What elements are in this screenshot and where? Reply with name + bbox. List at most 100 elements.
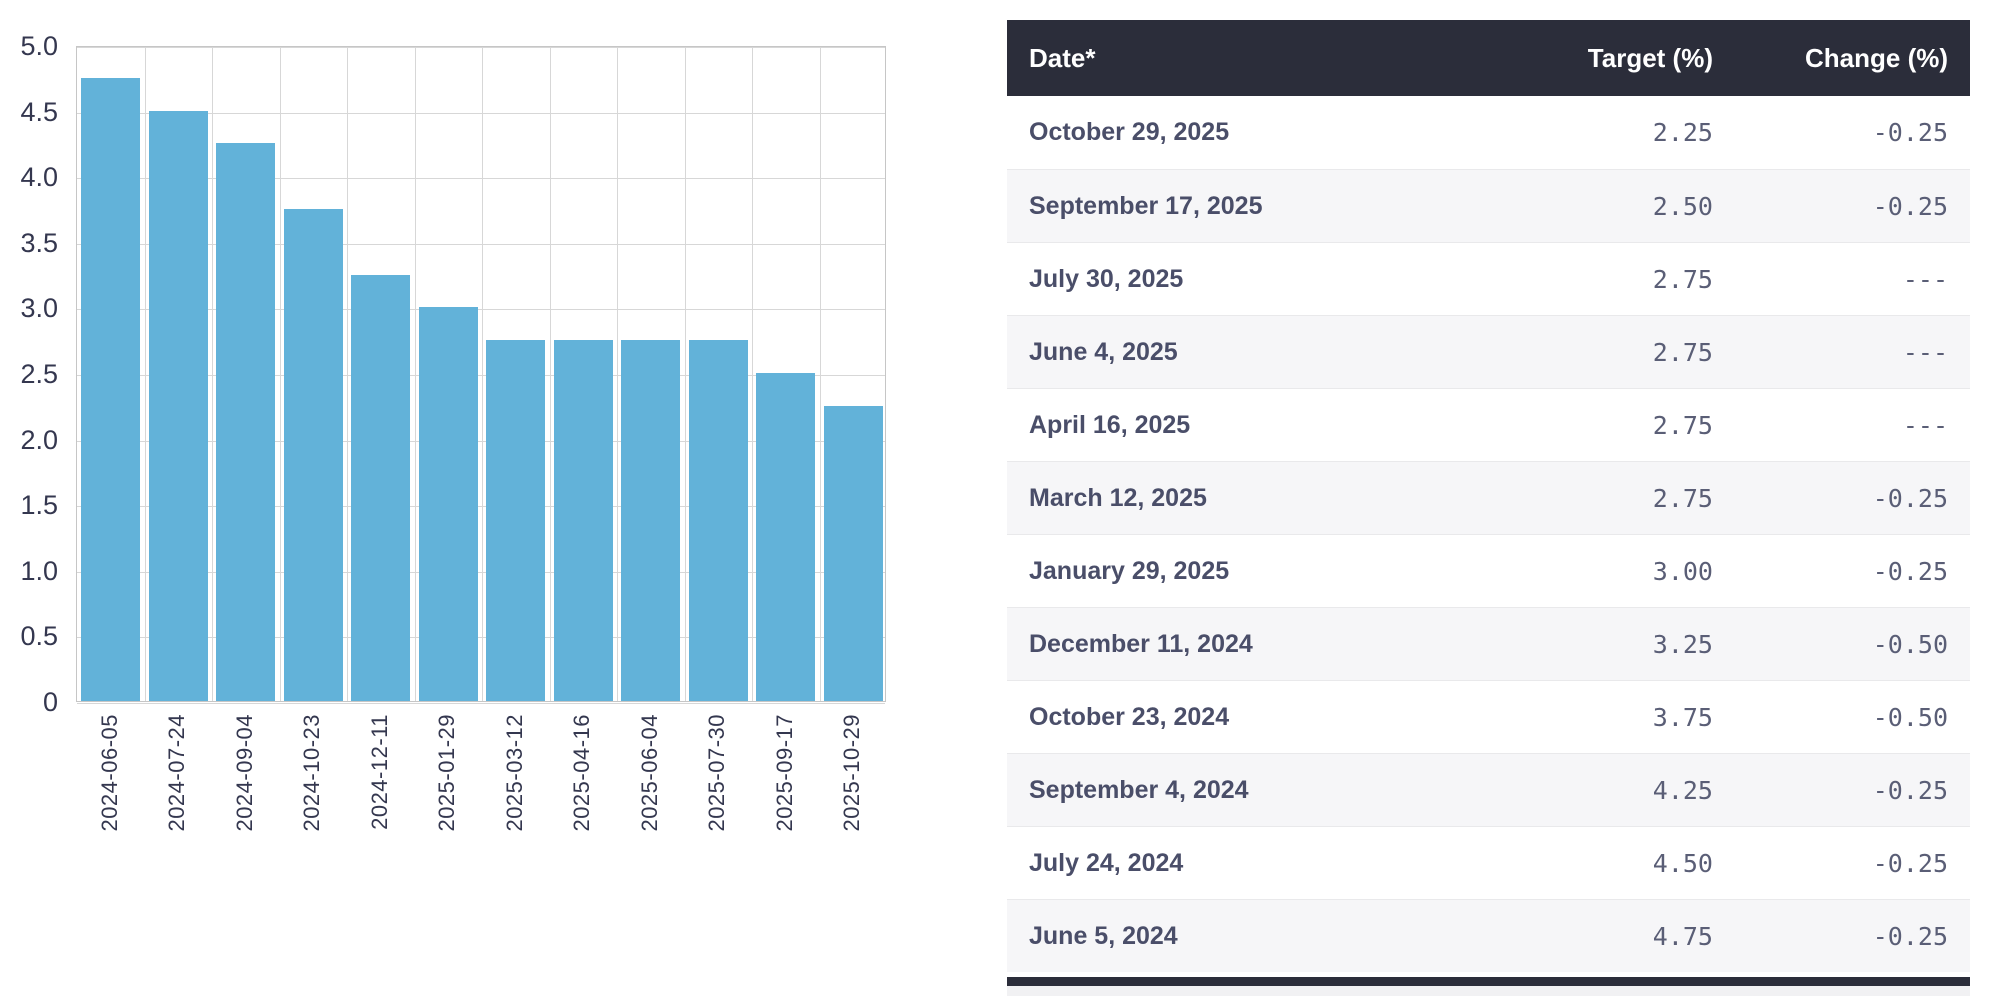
table-row: June 4, 2025 2.75 --- xyxy=(1007,315,1970,388)
bar xyxy=(283,209,343,701)
y-axis-tick-label: 1.0 xyxy=(20,555,58,586)
table-bottom-gap xyxy=(1007,972,1970,977)
cell-date: September 17, 2025 xyxy=(1029,191,1263,220)
bar xyxy=(621,340,681,701)
rates-table: Date* Target (%) Change (%) October 29, … xyxy=(1007,20,1970,996)
x-axis-tick-label: 2025-07-30 xyxy=(704,714,730,832)
cell-change: -0.50 xyxy=(1872,702,1948,732)
x-axis-tick-label: 2025-09-17 xyxy=(771,714,797,832)
cell-target: 2.75 xyxy=(1652,337,1713,367)
y-axis-tick-label: 0 xyxy=(42,687,58,717)
table-row: December 11, 2024 3.25 -0.50 xyxy=(1007,607,1970,680)
bar xyxy=(81,77,141,701)
gridline-vertical xyxy=(144,47,146,701)
gridline-horizontal xyxy=(77,243,885,245)
y-axis-tick-label: 5.0 xyxy=(20,31,58,61)
table-bottom-border xyxy=(1007,977,1970,986)
y-axis-tick-label: 4.5 xyxy=(20,96,58,127)
gridline-vertical xyxy=(414,47,416,701)
table-row: September 4, 2024 4.25 -0.25 xyxy=(1007,753,1970,826)
cell-date: June 4, 2025 xyxy=(1029,337,1178,366)
bar xyxy=(688,340,748,701)
cell-change: -0.25 xyxy=(1872,921,1948,951)
gridline-vertical xyxy=(347,47,348,701)
cell-date: October 29, 2025 xyxy=(1029,118,1230,146)
bar xyxy=(351,274,411,701)
table-row: March 12, 2025 2.75 -0.25 xyxy=(1007,461,1970,534)
x-axis-tick-label: 2024-10-23 xyxy=(299,714,325,832)
cell-date: March 12, 2025 xyxy=(1029,483,1207,512)
gridline-horizontal xyxy=(77,703,885,704)
cell-change: -0.25 xyxy=(1872,483,1948,513)
gridline-vertical xyxy=(549,47,551,701)
cell-change: -0.25 xyxy=(1872,556,1948,586)
gridline-vertical xyxy=(212,47,213,701)
y-axis-tick-label: 3.0 xyxy=(20,293,58,324)
gridline-horizontal xyxy=(77,375,885,376)
gridline-horizontal xyxy=(77,47,885,48)
x-axis-tick-label: 2025-06-04 xyxy=(636,714,662,832)
rate-bar-chart: 5.0 4.5 4.0 3.5 3.0 2.5 2.0 1.5 1.0 0.5 0 2024-06-… xyxy=(0,0,960,900)
cell-date: June 5, 2024 xyxy=(1029,921,1178,950)
gridline-horizontal xyxy=(77,178,885,180)
cell-date: December 11, 2024 xyxy=(1029,629,1253,658)
gridline-horizontal xyxy=(77,440,885,442)
y-axis-tick-label: 4.0 xyxy=(20,162,58,193)
gridline-horizontal xyxy=(77,506,885,508)
cell-change: -0.25 xyxy=(1872,191,1948,221)
bar xyxy=(148,110,208,701)
cell-target: 3.00 xyxy=(1652,556,1713,586)
cell-target: 4.75 xyxy=(1652,921,1713,951)
cell-change: --- xyxy=(1902,337,1948,367)
gridline-horizontal xyxy=(77,637,885,639)
cell-change: --- xyxy=(1902,410,1948,440)
header-cell-date: Date* xyxy=(1029,42,1096,73)
bar xyxy=(216,143,276,701)
gridline-horizontal xyxy=(77,309,885,311)
bar xyxy=(486,340,546,701)
table-row: July 30, 2025 2.75 --- xyxy=(1007,242,1970,315)
table-row: October 23, 2024 3.75 -0.50 xyxy=(1007,680,1970,753)
x-axis-tick-label: 2024-12-11 xyxy=(366,714,392,830)
cell-date: January 29, 2025 xyxy=(1029,556,1230,585)
cell-change: -0.25 xyxy=(1872,775,1948,805)
cell-change: -0.25 xyxy=(1872,848,1948,878)
table-row: July 24, 2024 4.50 -0.25 xyxy=(1007,826,1970,899)
y-axis-tick-label: 1.5 xyxy=(20,490,58,521)
cell-change: -0.25 xyxy=(1872,118,1948,147)
x-axis-tick-label: 2025-10-29 xyxy=(839,714,865,832)
cell-date: July 30, 2025 xyxy=(1029,264,1184,293)
x-axis-tick-label: 2024-09-04 xyxy=(231,714,257,832)
gridline-horizontal xyxy=(77,571,885,573)
cell-target: 2.75 xyxy=(1652,264,1713,294)
cell-target: 2.75 xyxy=(1652,483,1713,513)
cell-change: --- xyxy=(1902,264,1948,294)
table-row: January 29, 2025 3.00 -0.25 xyxy=(1007,534,1970,607)
x-axis-tick-label: 2025-03-12 xyxy=(501,714,527,832)
cell-date: July 24, 2024 xyxy=(1029,848,1184,877)
table-row: October 29, 2025 2.25 -0.25 xyxy=(1007,96,1970,169)
table-bottom-sliver xyxy=(1007,986,1970,996)
header-cell-target: Target (%) xyxy=(1587,42,1713,73)
cell-target: 4.25 xyxy=(1652,775,1713,805)
header-cell-change: Change (%) xyxy=(1805,42,1948,73)
y-axis-tick-label: 2.5 xyxy=(20,359,58,389)
gridline-vertical xyxy=(279,47,281,701)
x-axis-tick-label: 2024-06-05 xyxy=(96,714,122,832)
cell-target: 2.50 xyxy=(1652,191,1713,221)
plot-area xyxy=(76,46,886,704)
x-axis-tick-label: 2025-04-16 xyxy=(569,714,595,832)
bar xyxy=(553,340,613,701)
cell-target: 2.25 xyxy=(1652,118,1713,147)
cell-target: 2.75 xyxy=(1652,410,1713,440)
gridline-vertical xyxy=(684,47,686,701)
cell-target: 3.25 xyxy=(1652,629,1713,659)
cell-date: April 16, 2025 xyxy=(1029,410,1191,439)
table-row: June 5, 2024 4.75 -0.25 xyxy=(1007,899,1970,972)
y-axis-tick-label: 0.5 xyxy=(20,621,58,652)
gridline-vertical xyxy=(617,47,618,701)
gridline-vertical xyxy=(819,47,821,701)
cell-change: -0.50 xyxy=(1872,629,1948,659)
table-row: September 17, 2025 2.50 -0.25 xyxy=(1007,169,1970,242)
bar xyxy=(823,405,883,701)
